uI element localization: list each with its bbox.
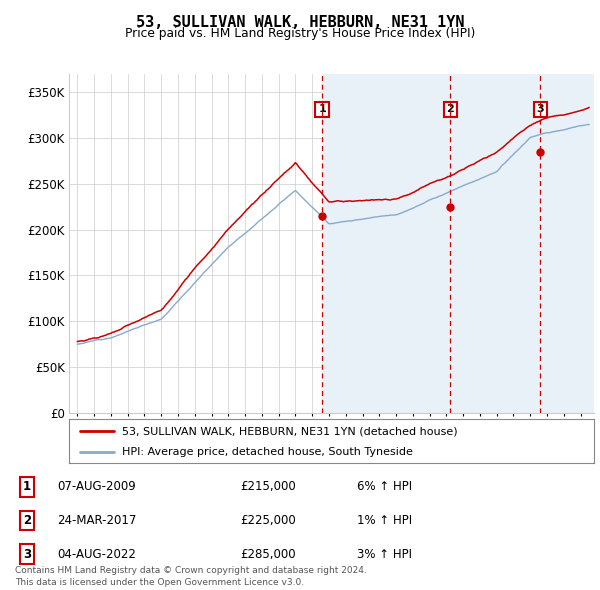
Text: 1: 1 xyxy=(318,104,326,114)
Text: 53, SULLIVAN WALK, HEBBURN, NE31 1YN (detached house): 53, SULLIVAN WALK, HEBBURN, NE31 1YN (de… xyxy=(121,427,457,436)
Text: 24-MAR-2017: 24-MAR-2017 xyxy=(57,514,136,527)
Text: 3: 3 xyxy=(536,104,544,114)
Text: £285,000: £285,000 xyxy=(240,548,296,560)
Bar xyxy=(450,74,540,413)
Text: 3% ↑ HPI: 3% ↑ HPI xyxy=(357,548,412,560)
Text: 2: 2 xyxy=(23,514,31,527)
Text: £215,000: £215,000 xyxy=(240,480,296,493)
Text: 3: 3 xyxy=(23,548,31,560)
Bar xyxy=(322,74,450,413)
Text: Contains HM Land Registry data © Crown copyright and database right 2024.
This d: Contains HM Land Registry data © Crown c… xyxy=(15,566,367,587)
Text: 53, SULLIVAN WALK, HEBBURN, NE31 1YN: 53, SULLIVAN WALK, HEBBURN, NE31 1YN xyxy=(136,15,464,30)
Text: 1% ↑ HPI: 1% ↑ HPI xyxy=(357,514,412,527)
Text: 6% ↑ HPI: 6% ↑ HPI xyxy=(357,480,412,493)
Text: 07-AUG-2009: 07-AUG-2009 xyxy=(57,480,136,493)
Text: Price paid vs. HM Land Registry's House Price Index (HPI): Price paid vs. HM Land Registry's House … xyxy=(125,27,475,40)
Text: 04-AUG-2022: 04-AUG-2022 xyxy=(57,548,136,560)
Bar xyxy=(540,74,594,413)
Text: £225,000: £225,000 xyxy=(240,514,296,527)
Text: HPI: Average price, detached house, South Tyneside: HPI: Average price, detached house, Sout… xyxy=(121,447,412,457)
Text: 2: 2 xyxy=(446,104,454,114)
Text: 1: 1 xyxy=(23,480,31,493)
